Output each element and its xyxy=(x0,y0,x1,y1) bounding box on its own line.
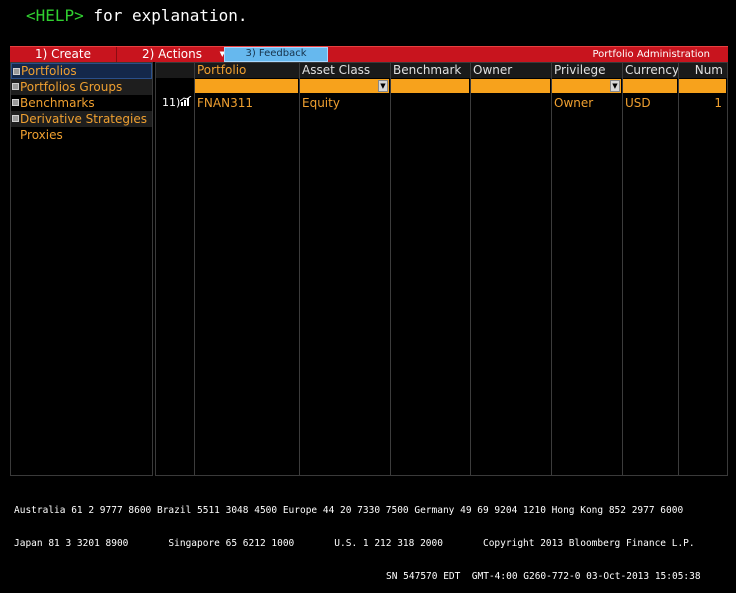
column-header-asset-class[interactable]: Asset Class xyxy=(300,63,390,78)
sidebar-item-derivative-strategies[interactable]: Derivative Strategies xyxy=(11,111,152,127)
column-divider[interactable] xyxy=(299,63,300,475)
filter-portfolio[interactable] xyxy=(195,79,298,93)
footer-line-3: SN 547570 EDT GMT-4:00 G260-772-0 03-Oct… xyxy=(386,571,701,582)
column-divider[interactable] xyxy=(551,63,552,475)
cell-owner xyxy=(471,96,473,110)
filter-asset-class[interactable]: ▼ xyxy=(300,79,389,93)
sidebar-item-label: Benchmarks xyxy=(20,96,95,110)
column-header-owner[interactable]: Owner xyxy=(471,63,551,78)
footer-line-1: Australia 61 2 9777 8600 Brazil 5511 304… xyxy=(14,505,684,516)
feedback-button[interactable]: 3) Feedback xyxy=(224,47,328,62)
menu-bar: 1) Create 2) Actions ▼ 3) Feedback Portf… xyxy=(10,46,728,62)
sidebar-item-label: Portfolios Groups xyxy=(20,80,123,94)
column-divider[interactable] xyxy=(678,63,679,475)
footer-contacts: Australia 61 2 9777 8600 Brazil 5511 304… xyxy=(14,483,724,593)
sidebar-item-benchmarks[interactable]: Benchmarks xyxy=(11,95,152,111)
dropdown-arrow-icon[interactable]: ▼ xyxy=(610,80,620,92)
help-text: for explanation. xyxy=(83,6,248,25)
page-title: Portfolio Administration xyxy=(592,49,711,60)
sidebar-item-label: Derivative Strategies xyxy=(20,112,147,126)
filter-benchmark[interactable] xyxy=(391,79,469,93)
sidebar-item-label: Portfolios xyxy=(21,64,77,78)
portfolio-grid: Portfolio Asset Class Benchmark Owner Pr… xyxy=(155,62,728,476)
column-header-privilege[interactable]: Privilege xyxy=(552,63,622,78)
cell-currency: USD xyxy=(625,96,651,110)
tree-node-icon xyxy=(12,99,19,106)
sidebar: Portfolios Portfolios Groups Benchmarks … xyxy=(10,62,153,476)
filter-currency[interactable] xyxy=(623,79,677,93)
dropdown-arrow-icon[interactable]: ▼ xyxy=(378,80,388,92)
sidebar-item-label: Proxies xyxy=(20,128,63,142)
help-key[interactable]: <HELP> xyxy=(26,6,84,25)
chart-icon[interactable] xyxy=(178,95,192,110)
row-number: 11) xyxy=(162,96,181,109)
sidebar-item-proxies[interactable]: Proxies xyxy=(11,127,152,143)
cell-num: 1 xyxy=(714,96,722,110)
footer-line-2: Japan 81 3 3201 8900 Singapore 65 6212 1… xyxy=(14,538,695,549)
actions-button[interactable]: 2) Actions ▼ xyxy=(116,47,228,62)
cell-portfolio[interactable]: FNAN311 xyxy=(197,96,253,110)
sidebar-item-portfolios-groups[interactable]: Portfolios Groups xyxy=(11,79,152,95)
tree-node-icon xyxy=(13,68,20,75)
create-button[interactable]: 1) Create xyxy=(34,47,91,61)
help-line: <HELP> for explanation. xyxy=(26,6,248,25)
column-divider[interactable] xyxy=(622,63,623,475)
column-header-benchmark[interactable]: Benchmark xyxy=(391,63,470,78)
sidebar-item-portfolios[interactable]: Portfolios xyxy=(11,63,152,79)
column-header-portfolio[interactable]: Portfolio xyxy=(195,63,299,78)
cell-asset-class: Equity xyxy=(302,96,340,110)
tree-node-icon xyxy=(12,83,19,90)
column-divider[interactable] xyxy=(470,63,471,475)
column-divider[interactable] xyxy=(390,63,391,475)
tree-node-icon xyxy=(12,115,19,122)
actions-label: 2) Actions xyxy=(142,47,202,61)
column-header-num[interactable]: Num xyxy=(679,63,727,78)
caret-down-icon: ▼ xyxy=(219,50,225,58)
filter-privilege[interactable]: ▼ xyxy=(552,79,621,93)
cell-privilege: Owner xyxy=(554,96,594,110)
column-divider[interactable] xyxy=(194,63,195,475)
filter-num[interactable] xyxy=(679,79,726,93)
filter-owner[interactable] xyxy=(471,79,550,93)
header-select-all[interactable] xyxy=(156,63,194,78)
cell-benchmark xyxy=(391,96,393,110)
column-header-currency[interactable]: Currency xyxy=(623,63,678,78)
